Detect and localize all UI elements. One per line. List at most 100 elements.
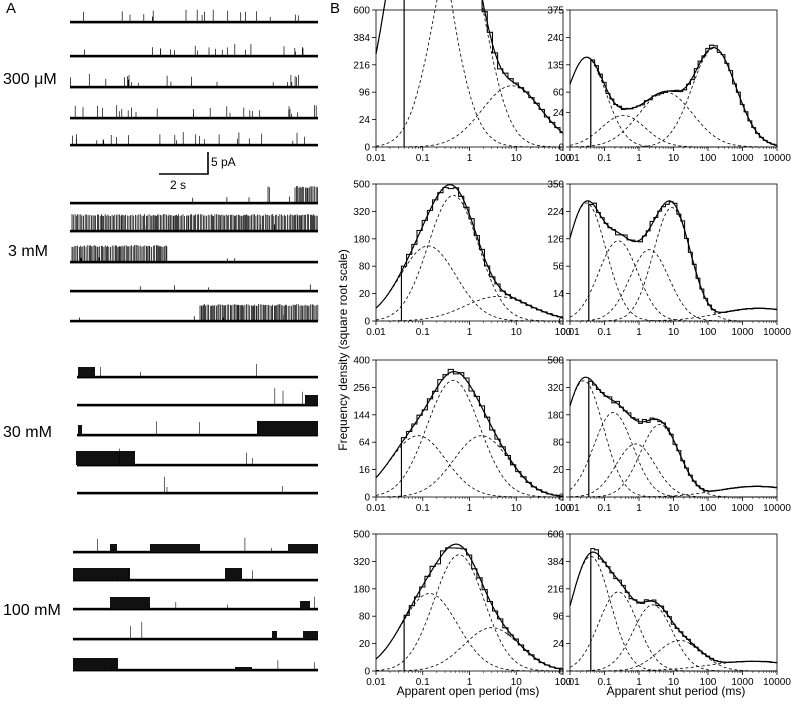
- x-axis-label-open: Apparent open period (ms): [397, 684, 540, 698]
- component-curve: [569, 115, 777, 148]
- x-axis-label-shut: Apparent shut period (ms): [607, 684, 746, 698]
- x-tick-label: 100: [555, 153, 572, 164]
- histogram-bars: [590, 548, 777, 671]
- histogram-panel: 0.01 0.1 1 10 100 1000 10000 0 20 80 180 320 500: [547, 356, 791, 515]
- trace-baseline: [70, 229, 318, 233]
- y-tick-label: 135: [547, 60, 564, 71]
- x-tick-label: 0.1: [416, 153, 430, 164]
- x-tick-label: 10: [511, 677, 523, 688]
- trace-baseline: [70, 54, 318, 58]
- x-tick-label: 1: [467, 153, 473, 164]
- trace-area: [70, 9, 319, 672]
- x-tick-label: 10: [668, 327, 680, 338]
- component-curve: [570, 486, 778, 498]
- y-tick-label: 0: [558, 317, 564, 328]
- fitted-curve: [375, 0, 564, 134]
- trace-openings: [156, 420, 259, 435]
- trace-baseline: [70, 85, 318, 89]
- trace-bursts: [71, 245, 236, 262]
- fitted-curve: [569, 47, 778, 146]
- plot-frame: [569, 533, 778, 672]
- y-tick-label: 0: [364, 143, 370, 154]
- y-tick-label: 24: [359, 115, 371, 126]
- y-tick-label: 60: [553, 88, 565, 99]
- trace-cluster: [305, 395, 318, 405]
- histogram-panel: 0.01 0.1 1 10 100 1000 10000 0 24 96 216 384 600: [547, 530, 791, 689]
- trace-cluster: [76, 451, 135, 465]
- x-tick-label: 0.01: [366, 677, 386, 688]
- x-tick-label: 1: [467, 677, 473, 688]
- y-tick-label: 400: [353, 356, 370, 367]
- trace-cluster: [78, 425, 82, 435]
- trace-openings: [84, 43, 304, 56]
- x-tick-label: 1: [636, 503, 642, 514]
- histogram-bars: [588, 380, 777, 497]
- x-tick-label: 100: [555, 327, 572, 338]
- x-tick-label: 10000: [763, 327, 791, 338]
- fitted-curve: [569, 551, 778, 664]
- y-tick-label: 384: [547, 557, 564, 568]
- x-tick-label: 1: [467, 503, 473, 514]
- x-tick-label: 10: [668, 677, 680, 688]
- x-tick-label: 0.1: [598, 503, 612, 514]
- histogram-bars: [588, 201, 777, 321]
- plot-frame: [569, 9, 778, 148]
- trace-bursts: [192, 186, 318, 203]
- trace-cluster: [73, 568, 130, 580]
- x-tick-label: 100: [555, 677, 572, 688]
- trace-baseline: [70, 319, 318, 323]
- trace-cluster: [288, 544, 318, 552]
- y-tick-label: 0: [558, 493, 564, 504]
- trace-baseline: [70, 143, 318, 147]
- trace-bursts: [139, 284, 311, 291]
- plot-frame: [569, 359, 778, 498]
- trace-openings: [175, 596, 315, 609]
- trace-baseline: [77, 491, 318, 495]
- y-tick-label: 0: [364, 667, 370, 678]
- x-tick-label: 0.1: [416, 677, 430, 688]
- x-tick-label: 0.01: [366, 153, 386, 164]
- trace-openings: [130, 621, 308, 639]
- x-tick-label: 0.01: [560, 327, 580, 338]
- histogram-panel: 0.01 0.1 1 10 100 1000 10000 0 24 60 135 240 375: [547, 6, 791, 165]
- y-tick-label: 20: [553, 465, 565, 476]
- trace-cluster: [225, 568, 242, 580]
- trace-baseline: [70, 260, 318, 264]
- concentration-label-300uM: 300 μM: [3, 71, 57, 88]
- concentration-label-3mM: 3 mM: [8, 243, 48, 260]
- y-tick-label: 96: [359, 88, 371, 99]
- component-curve: [569, 555, 777, 672]
- trace-bursts: [79, 304, 319, 321]
- x-tick-label: 1000: [731, 153, 754, 164]
- component-curve: [569, 57, 777, 148]
- trace-baseline: [70, 289, 318, 293]
- x-tick-label: 1000: [731, 327, 754, 338]
- y-tick-label: 600: [353, 6, 370, 17]
- plot-frame: [375, 183, 564, 322]
- scale-bar-lines: [159, 152, 209, 175]
- trace-cluster: [110, 544, 117, 552]
- y-tick-label: 56: [553, 262, 565, 273]
- fitted-curve: [375, 543, 564, 670]
- trace-cluster: [235, 667, 252, 670]
- trace-openings: [164, 476, 283, 493]
- histogram-bars: [400, 368, 558, 497]
- fitted-curve: [375, 183, 564, 319]
- x-tick-label: 10: [511, 327, 523, 338]
- fitted-curve: [569, 200, 778, 313]
- y-tick-label: 20: [359, 289, 371, 300]
- x-tick-label: 100: [555, 503, 572, 514]
- component-curve: [569, 240, 777, 322]
- component-curve: [570, 640, 777, 672]
- trace-cluster: [73, 658, 118, 670]
- component-curve: [375, 0, 563, 148]
- component-curve: [375, 435, 564, 498]
- x-tick-label: 0.01: [366, 503, 386, 514]
- y-tick-label: 216: [547, 584, 564, 595]
- x-tick-label: 100: [700, 153, 717, 164]
- x-tick-label: 0.01: [366, 327, 386, 338]
- y-tick-label: 16: [359, 465, 371, 476]
